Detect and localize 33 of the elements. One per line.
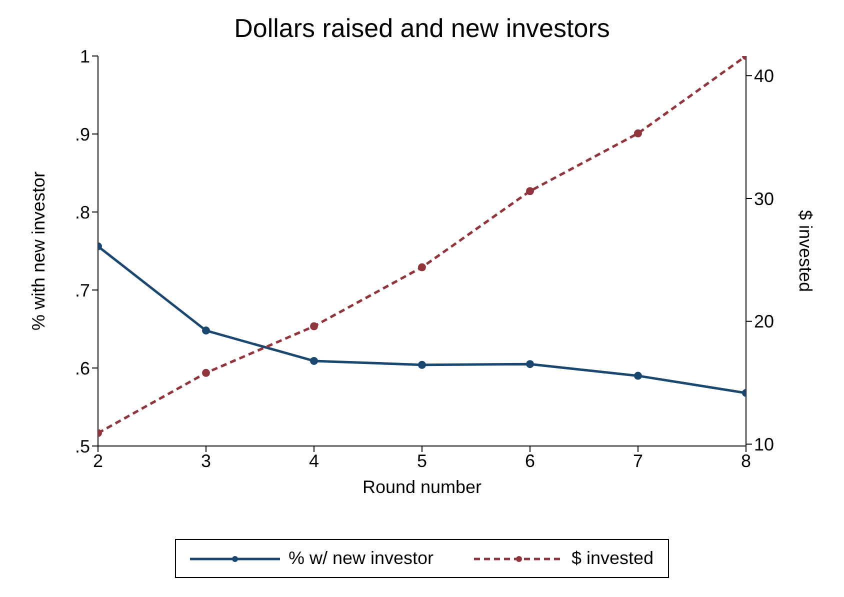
legend-label: % w/ new investor: [288, 548, 434, 569]
y-tick-label: .7: [74, 280, 90, 300]
point: [634, 129, 642, 138]
y2-axis-title: $ invested: [796, 210, 816, 292]
y2-tick-label: 30: [754, 188, 774, 209]
legend-label: $ invested: [572, 548, 654, 569]
point: [418, 263, 426, 272]
x-tick-label: 6: [524, 450, 536, 471]
y2-tick-label: 20: [754, 312, 774, 332]
point: [526, 187, 534, 196]
y-tick-label: .6: [74, 358, 90, 378]
point: [634, 372, 642, 380]
point: [202, 368, 210, 377]
x-tick-label: 4: [308, 450, 320, 471]
x-tick-label: 5: [416, 450, 428, 471]
y-tick-label: 1: [80, 46, 90, 66]
chart-title: Dollars raised and new investors: [233, 12, 611, 45]
y-tick-label: .8: [74, 202, 90, 222]
y2-tick-label: 10: [754, 434, 774, 455]
point: [202, 326, 210, 335]
point: [418, 360, 426, 369]
point: [526, 360, 534, 368]
x-tick-label: 3: [200, 450, 212, 471]
y-tick-label: .5: [74, 436, 90, 456]
y-axis-title: % with new investor: [28, 171, 48, 331]
y-tick-label: .9: [74, 124, 90, 144]
x-axis-title: Round number: [362, 477, 482, 497]
x-tick-label: 8: [740, 450, 752, 471]
y2-tick-label: 40: [754, 66, 774, 86]
x-tick-label: 7: [632, 450, 644, 471]
point: [310, 322, 318, 330]
point: [310, 356, 318, 365]
x-tick-label: 2: [92, 450, 104, 471]
